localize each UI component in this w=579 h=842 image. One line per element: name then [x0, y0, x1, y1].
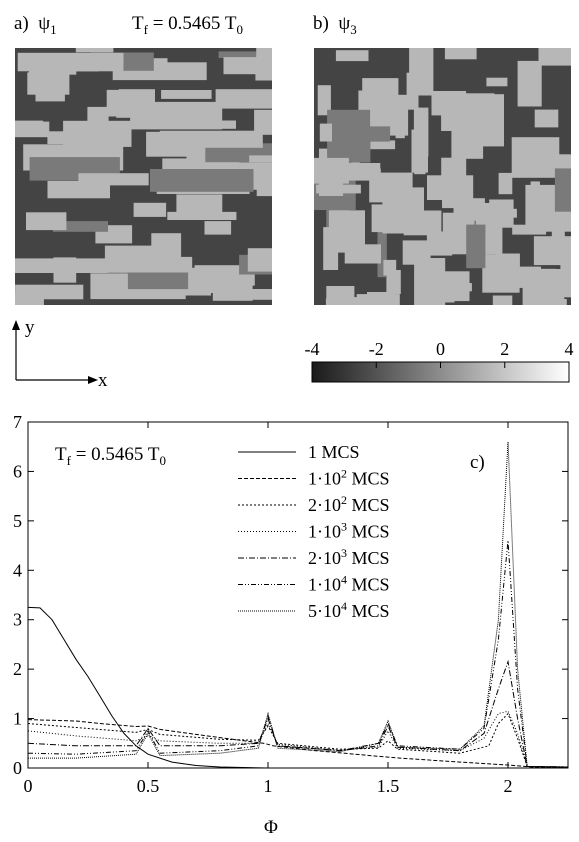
legend-label-3: 2·102 MCS [308, 493, 390, 515]
panel-b-letter: b) [313, 13, 329, 34]
panel-b-symbol: ψ [338, 13, 351, 34]
colorbar: -4 -2 0 2 4 [305, 339, 574, 383]
order-parameter-distribution-chart: 0 0.5 1 1.5 2 0 1 2 3 4 5 6 7 1 MCS 1·102 MCS 2·102 MC… [13, 412, 569, 796]
psi1-field-map [15, 48, 272, 305]
legend-label-6: 1·104 MCS [308, 573, 390, 595]
panel-a-symbol: ψ [38, 13, 51, 34]
psi1-field-image [15, 48, 272, 305]
panel-a-letter: a) [14, 13, 29, 34]
y-axis-icon-label: y [25, 317, 35, 338]
panel-b-subscript: 3 [350, 21, 357, 37]
panel-b-label: b) ψ3 [313, 14, 357, 36]
plot-temp-prefix: T [55, 444, 67, 465]
legend-label-4: 1·103 MCS [308, 520, 390, 542]
top-temperature-label: Tf = 0.5465 T0 [132, 14, 243, 36]
y-tick-label: 3 [13, 610, 22, 630]
domain-texture [314, 48, 571, 305]
series-line-6 [27, 540, 569, 768]
top-temp-sub: f [143, 21, 148, 37]
colorbar-tick-label: -4 [305, 339, 320, 359]
plot-temperature-label: Tf = 0.5465 T0 [55, 445, 166, 467]
x-axis-title: Φ [264, 817, 278, 838]
panel-c-label: c) [470, 452, 485, 473]
y-tick-label: 7 [13, 412, 22, 432]
top-temp-mid: = 0.5465 T [147, 13, 237, 34]
y-tick-label: 5 [13, 511, 22, 531]
legend-label-1: 1 MCS [308, 442, 360, 462]
series-line-4 [27, 710, 569, 768]
series-line-7 [28, 441, 569, 768]
x-tick-label: 0.5 [137, 776, 160, 796]
x-tick-label: 1 [264, 776, 273, 796]
x-tick-label: 0 [24, 776, 33, 796]
plot-temp-sub: f [66, 452, 71, 468]
legend-label-2: 1·102 MCS [308, 467, 390, 489]
series-line-2 [27, 719, 568, 768]
plot-temp-mid: = 0.5465 T [70, 444, 160, 465]
plot-temp-sub2: 0 [159, 452, 166, 468]
y-tick-label: 4 [13, 560, 22, 580]
x-tick-label: 1.5 [377, 776, 400, 796]
plot-area-frame [27, 421, 569, 769]
panel-a-subscript: 1 [50, 21, 57, 37]
colorbar-tick-label: 2 [500, 339, 509, 359]
series-line-5 [27, 659, 569, 768]
colorbar-tick-label: 0 [436, 339, 445, 359]
colorbar-tick-label: -2 [369, 339, 384, 359]
series-line-3 [27, 712, 569, 768]
top-temp-prefix: T [132, 13, 144, 34]
legend-label-7: 5·104 MCS [308, 599, 390, 621]
panel-a-label: a) ψ1 [14, 14, 57, 36]
x-tick-label: 2 [504, 776, 513, 796]
colorbar-tick-label: 4 [565, 339, 574, 359]
y-tick-label: 0 [13, 758, 22, 778]
psi3-field-image [314, 48, 571, 305]
xy-axes-icon [12, 320, 98, 384]
domain-texture [15, 48, 272, 305]
x-axis-icon-label: x [98, 370, 108, 391]
y-tick-label: 1 [13, 709, 22, 729]
legend-label-5: 2·103 MCS [308, 546, 390, 568]
y-tick-label: 6 [13, 461, 22, 481]
top-temp-sub2: 0 [236, 21, 243, 37]
psi3-field-map [314, 48, 571, 305]
series-line-1 [27, 606, 568, 769]
y-tick-label: 2 [13, 659, 22, 679]
